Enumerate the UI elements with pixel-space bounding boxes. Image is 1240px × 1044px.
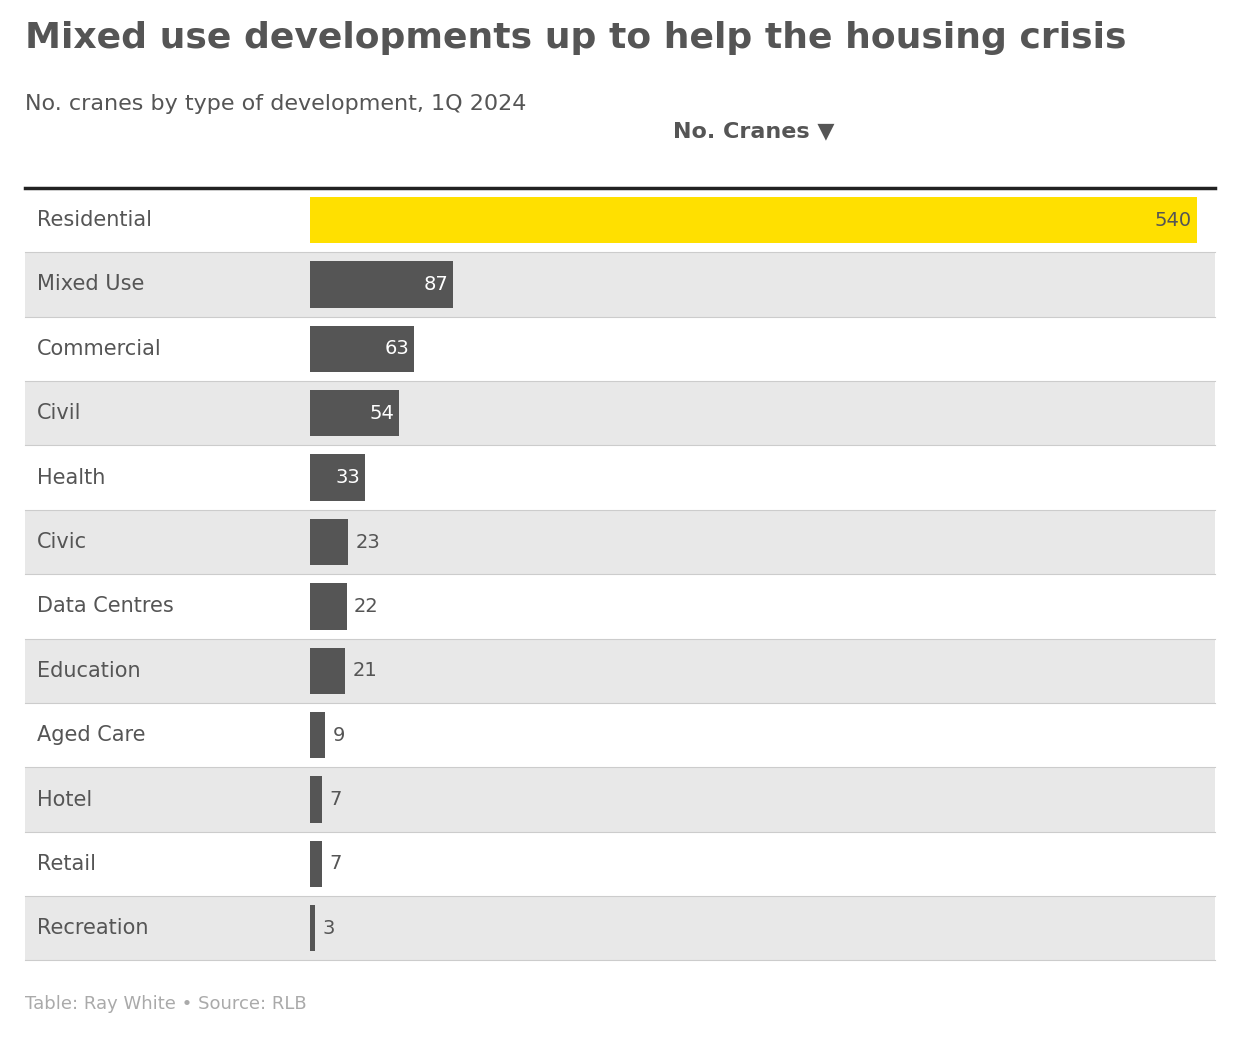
Text: Education: Education (37, 661, 140, 681)
Text: 3: 3 (322, 919, 335, 938)
Text: Civic: Civic (37, 532, 87, 552)
Bar (310, 390, 399, 436)
Bar (310, 326, 414, 372)
Bar (25, 509, 1215, 574)
Text: Aged Care: Aged Care (37, 726, 145, 745)
Text: 33: 33 (335, 468, 360, 488)
Bar (25, 896, 1215, 960)
Text: 63: 63 (384, 339, 409, 358)
Bar (310, 519, 348, 565)
Text: Civil: Civil (37, 403, 81, 423)
Text: Residential: Residential (37, 210, 151, 230)
Text: Mixed Use: Mixed Use (37, 275, 144, 294)
Text: No. cranes by type of development, 1Q 2024: No. cranes by type of development, 1Q 20… (25, 94, 526, 114)
Bar (25, 316, 1215, 381)
Text: Data Centres: Data Centres (37, 596, 174, 616)
Text: Mixed use developments up to help the housing crisis: Mixed use developments up to help the ho… (25, 21, 1126, 55)
Text: 23: 23 (356, 532, 381, 551)
Bar (25, 767, 1215, 832)
Bar (310, 840, 322, 887)
Bar (310, 197, 1198, 243)
Text: 7: 7 (329, 854, 341, 874)
Bar (310, 584, 347, 630)
Bar (310, 905, 315, 951)
Text: Retail: Retail (37, 854, 95, 874)
Text: 7: 7 (329, 790, 341, 809)
Text: 540: 540 (1154, 211, 1192, 230)
Text: 87: 87 (424, 275, 449, 294)
Bar (310, 647, 345, 694)
Bar (25, 381, 1215, 446)
Text: Recreation: Recreation (37, 919, 149, 939)
Bar (310, 454, 365, 501)
Text: 22: 22 (353, 597, 378, 616)
Text: Hotel: Hotel (37, 789, 92, 809)
Text: Commercial: Commercial (37, 339, 161, 359)
Bar (25, 188, 1215, 253)
Bar (310, 712, 325, 758)
Bar (25, 574, 1215, 639)
Text: Table: Ray White • Source: RLB: Table: Ray White • Source: RLB (25, 995, 306, 1013)
Text: 21: 21 (352, 661, 377, 681)
Bar (310, 777, 322, 823)
Text: 9: 9 (332, 726, 345, 744)
Bar (25, 253, 1215, 316)
Text: 54: 54 (370, 404, 394, 423)
Text: Health: Health (37, 468, 105, 488)
Bar (25, 639, 1215, 703)
Bar (25, 703, 1215, 767)
Bar (25, 446, 1215, 509)
Bar (25, 832, 1215, 896)
Text: No. Cranes ▼: No. Cranes ▼ (673, 121, 835, 142)
Bar (310, 261, 454, 308)
